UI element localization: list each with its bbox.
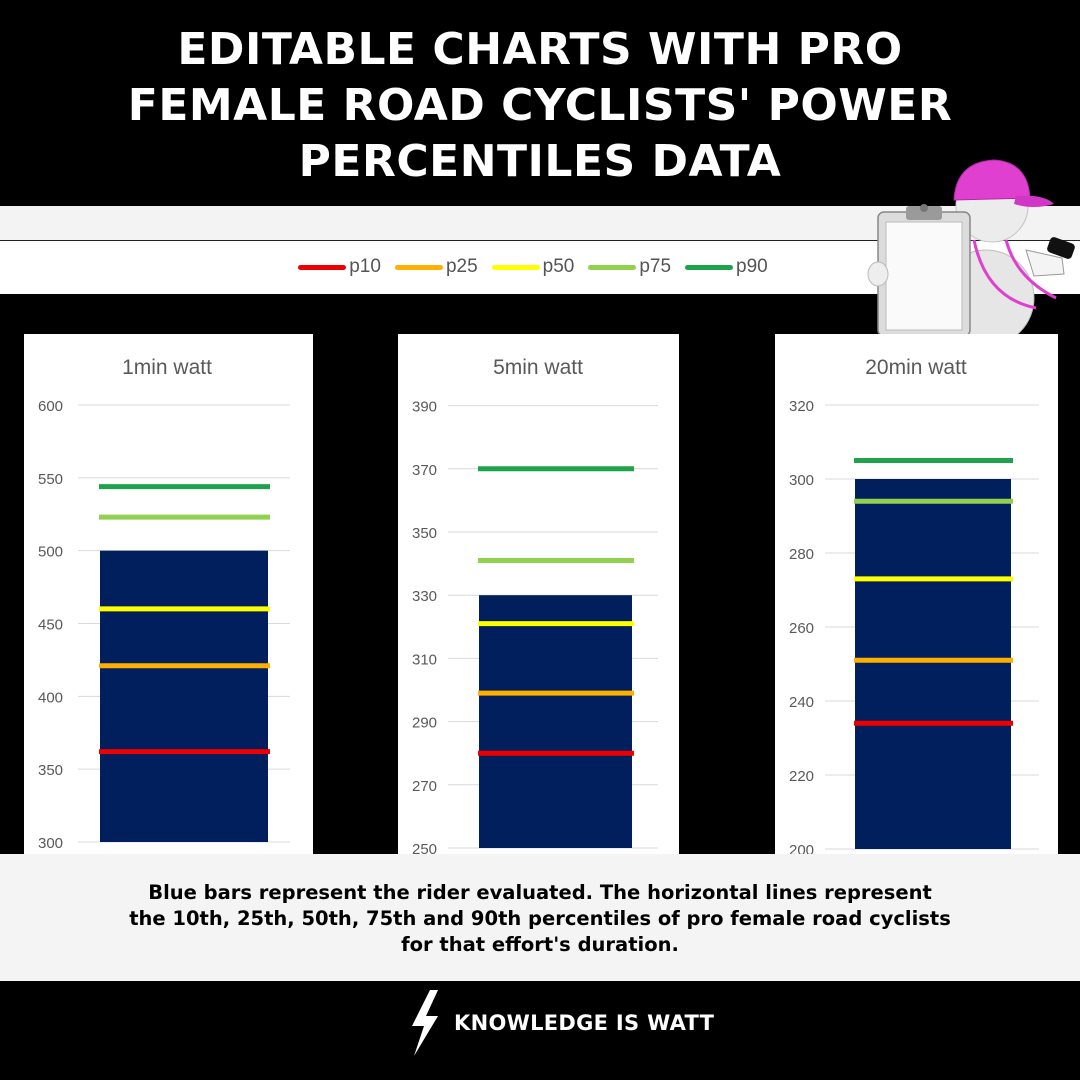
y-tick-label-5min-350: 350 bbox=[412, 525, 437, 542]
chart-panel-20min: 20min watt 200 220 240 260 280 300 320 bbox=[775, 334, 1058, 854]
chart-title-20min: 20min watt bbox=[865, 356, 967, 379]
rider-bar-1min bbox=[100, 550, 268, 842]
y-tick-label-1min-300: 300 bbox=[38, 835, 63, 852]
legend-item-p75: p75 bbox=[588, 256, 671, 278]
rider-bar-5min bbox=[479, 595, 632, 848]
y-tick-label-5min-250: 250 bbox=[412, 841, 437, 854]
y-tick-label-1min-500: 500 bbox=[38, 544, 63, 561]
y-tick-label-20min-320: 320 bbox=[789, 398, 814, 415]
y-tick-label-1min-550: 550 bbox=[38, 471, 63, 488]
coach-figure-icon bbox=[867, 159, 1075, 344]
y-tick-label-5min-290: 290 bbox=[412, 715, 437, 732]
caption-band: Blue bars represent the rider evaluated.… bbox=[0, 854, 1080, 981]
y-tick-label-20min-200: 200 bbox=[789, 842, 814, 854]
chart-title-5min: 5min watt bbox=[493, 356, 583, 379]
y-tick-label-5min-270: 270 bbox=[412, 778, 437, 795]
y-tick-label-5min-330: 330 bbox=[412, 588, 437, 605]
page-title: EDITABLE CHARTS WITH PRO FEMALE ROAD CYC… bbox=[0, 22, 1080, 190]
legend-item-p90: p90 bbox=[685, 256, 768, 278]
legend-label-p25: p25 bbox=[445, 256, 478, 277]
brand-name: KNOWLEDGE IS WATT bbox=[454, 1011, 715, 1035]
chart-1min: 1min watt 300 350 400 450 500 550 600 bbox=[38, 356, 290, 852]
y-tick-label-20min-220: 220 bbox=[789, 768, 814, 785]
legend-swatch-p25 bbox=[394, 264, 443, 270]
legend-label-p90: p90 bbox=[736, 256, 768, 277]
lightning-bolt-icon bbox=[412, 990, 438, 1056]
y-tick-label-20min-280: 280 bbox=[789, 546, 814, 563]
caption-line-3: for that effort's duration. bbox=[401, 933, 679, 956]
chart-title-1min: 1min watt bbox=[122, 356, 212, 379]
legend-swatch-p10 bbox=[298, 264, 347, 270]
y-tick-label-20min-240: 240 bbox=[789, 694, 814, 711]
chart-caption: Blue bars represent the rider evaluated.… bbox=[40, 880, 1040, 958]
legend-label-p10: p10 bbox=[349, 256, 381, 277]
chart-20min: 20min watt 200 220 240 260 280 300 320 bbox=[789, 356, 1039, 854]
chart-panel-5min: 5min watt 250 270 290 310 330 350 370 390 bbox=[398, 334, 679, 854]
y-tick-label-20min-300: 300 bbox=[789, 472, 814, 489]
legend-item-p25: p25 bbox=[394, 256, 478, 278]
legend-swatch-p50 bbox=[491, 264, 540, 270]
y-tick-label-1min-450: 450 bbox=[38, 617, 63, 634]
chart-5min: 5min watt 250 270 290 310 330 350 370 390 bbox=[412, 356, 658, 854]
legend-swatch-p75 bbox=[588, 264, 637, 270]
legend-swatch-p90 bbox=[685, 264, 734, 270]
caption-line-2: the 10th, 25th, 50th, 75th and 90th perc… bbox=[129, 907, 951, 930]
y-tick-label-1min-350: 350 bbox=[38, 762, 63, 779]
rider-bar-20min bbox=[855, 479, 1011, 849]
legend-item-p50: p50 bbox=[491, 256, 575, 278]
footer bbox=[0, 981, 1080, 1080]
title-line-1: EDITABLE CHARTS WITH PRO bbox=[177, 24, 903, 75]
caption-line-1: Blue bars represent the rider evaluated.… bbox=[148, 881, 932, 904]
legend-item-p10: p10 bbox=[298, 256, 381, 278]
y-tick-label-20min-260: 260 bbox=[789, 620, 814, 637]
y-tick-label-5min-310: 310 bbox=[412, 651, 437, 668]
title-line-2: FEMALE ROAD CYCLISTS' POWER bbox=[127, 80, 953, 131]
title-line-3: PERCENTILES DATA bbox=[298, 136, 782, 187]
legend-label-p50: p50 bbox=[542, 256, 575, 277]
chart-legend: p10 p25 p50 p75 p90 bbox=[0, 256, 1080, 278]
y-tick-label-5min-370: 370 bbox=[412, 462, 437, 479]
legend-label-p75: p75 bbox=[639, 256, 672, 277]
y-tick-label-1min-600: 600 bbox=[38, 398, 63, 415]
y-tick-label-1min-400: 400 bbox=[38, 689, 63, 706]
brand-logo: KNOWLEDGE IS WATT bbox=[408, 990, 714, 1056]
chart-panel-1min: 1min watt 300 350 400 450 500 550 600 bbox=[24, 334, 313, 854]
y-tick-label-5min-390: 390 bbox=[412, 399, 437, 416]
